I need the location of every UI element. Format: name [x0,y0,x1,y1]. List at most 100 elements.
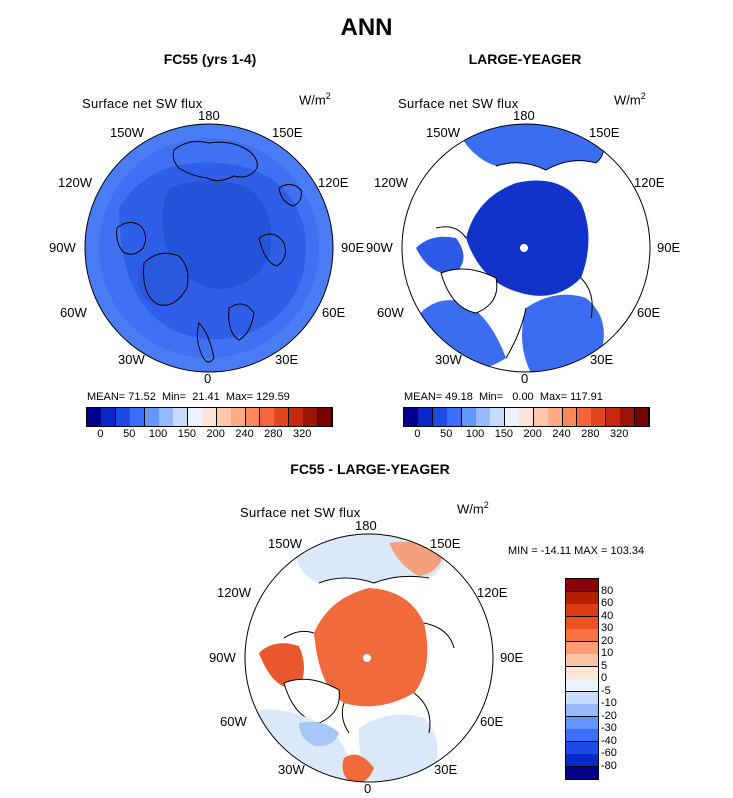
colorbar-tick-label: -5 [601,684,611,697]
lon-label-150w: 150W [268,536,302,551]
lon-label-0: 0 [204,371,212,386]
lon-label-150w: 150W [426,125,460,140]
lon-label-90w: 90W [49,240,76,255]
colorbar-swatch [245,408,261,426]
lon-label-60w: 60W [377,305,404,320]
colorbar-swatch [533,408,549,426]
colorbar-swatch [566,591,598,605]
arctic-sea-ice [466,180,589,296]
pole-hole [520,244,528,252]
colorbar-swatch [566,641,598,655]
colorbar-tick-label: 50 [123,428,136,440]
colorbar-swatch [562,408,578,426]
colorbar-tick-label: 240 [235,428,254,440]
colorbar-tick-label: 100 [465,428,485,440]
lon-label-30w: 30W [435,352,462,367]
arctic-field [162,180,272,289]
colorbar-fc55 [86,407,333,427]
baffin-bay [416,236,464,274]
lon-label-0: 0 [364,781,372,796]
lon-label-150e: 150E [272,125,303,140]
colorbar-swatch [519,408,535,426]
colorbar-tick-label: 240 [552,428,571,440]
lon-label-150w: 150W [110,125,144,140]
colorbar-tick-label: 0 [414,428,421,440]
colorbar-tick-label: 30 [601,622,614,634]
lon-label-120e: 120E [318,175,349,190]
units-label-difference: W/m2 [457,500,489,517]
colorbar-swatch [432,408,448,426]
colorbar-swatch [476,408,491,426]
lon-label-30w: 30W [278,762,305,777]
atlantic-negative-anomaly [299,721,339,747]
polar-map-fc55 [84,123,334,373]
colorbar-swatch [130,408,146,426]
greenland [283,678,340,724]
colorbar-swatch [173,408,189,426]
lon-label-120w: 120W [217,585,251,600]
colorbar-swatch [566,629,598,642]
colorbar-tick-label: 280 [581,428,600,440]
colorbar-tick-label: 50 [440,428,453,440]
colorbar-tick-label: -10 [601,697,617,709]
lon-label-90w: 90W [209,650,236,665]
colorbar-swatch [634,408,650,426]
lon-label-90e: 90E [500,650,524,665]
polar-map-difference [244,533,494,783]
colorbar-tick-label: -30 [601,722,617,734]
colorbar-swatch [101,408,117,426]
colorbar-tick-label: 200 [523,428,542,440]
colorbar-swatch [418,408,434,426]
colorbar-tick-label: 20 [601,634,614,647]
atlantic-ocean-east [522,294,604,372]
lon-label-30e: 30E [275,352,299,367]
arctic-anomaly [314,588,428,707]
colorbar-swatch [187,408,203,426]
units-label-fc55: W/m2 [299,91,331,108]
colorbar-tick-label: -40 [601,734,617,747]
colorbar-swatch [605,408,621,426]
colorbar-swatch [231,408,247,426]
colorbar-swatch [144,408,160,426]
figure-title: ANN [340,14,393,41]
coastlines [283,575,455,734]
colorbar-swatch [490,408,506,426]
colorbar-swatch [216,408,232,426]
lon-label-30e: 30E [590,352,614,367]
colorbar-swatch [548,408,564,426]
variable-label-large-yeager: Surface net SW flux [398,96,519,111]
baffin-anomaly [259,643,304,689]
colorbar-swatch [202,408,218,426]
colorbar-swatch [566,616,598,630]
panel-title-difference: FC55 - LARGE-YEAGER [290,461,450,477]
colorbar-swatch [259,408,275,426]
lon-label-180: 180 [198,108,220,123]
colorbar-tick-label: 200 [206,428,225,440]
colorbar-tick-label: -80 [601,759,617,772]
colorbar-swatch [404,408,419,426]
stats-difference: MIN = -14.11 MAX = 103.34 [508,545,645,557]
lon-label-60e: 60E [637,305,661,320]
lon-label-90w: 90W [366,240,393,255]
lon-label-150e: 150E [430,536,461,551]
map-boundary [401,123,651,373]
atlantic-anomaly-east [358,714,438,782]
colorbar-tick-label: 0 [601,672,608,684]
lon-label-120w: 120W [58,175,92,190]
colorbar-swatch [115,408,131,426]
colorbar-swatch [566,716,598,730]
colorbar-swatch [566,654,598,667]
lon-label-60w: 60W [60,305,87,320]
coastlines [116,141,302,363]
colorbar-tick-label: 320 [609,428,629,440]
colorbar-swatch [576,408,592,426]
norwegian-sea-anomaly [342,754,374,782]
lon-label-90e: 90E [341,240,365,255]
colorbar-swatch [566,754,598,767]
colorbar-tick-label: 40 [601,609,614,622]
colorbar-swatch [504,408,520,426]
lon-label-120e: 120E [634,175,665,190]
colorbar-swatch [620,408,636,426]
colorbar-swatch [566,691,598,705]
colorbar-difference [565,578,599,780]
